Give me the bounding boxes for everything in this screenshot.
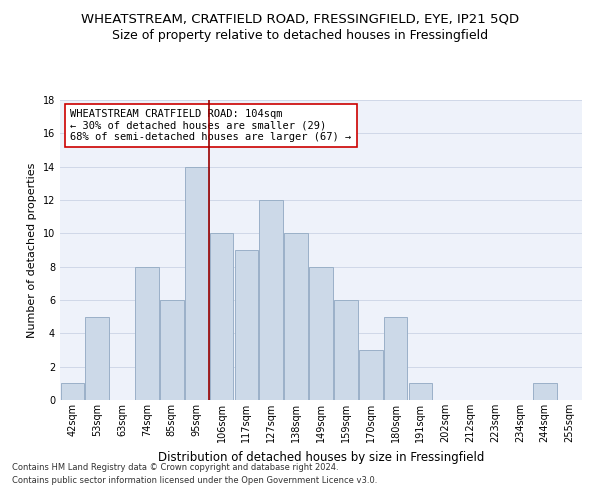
Bar bbox=[409, 384, 432, 400]
Text: Contains public sector information licensed under the Open Government Licence v3: Contains public sector information licen… bbox=[12, 476, 377, 485]
Bar bbox=[235, 250, 258, 400]
Y-axis label: Number of detached properties: Number of detached properties bbox=[27, 162, 37, 338]
Bar bbox=[210, 234, 233, 400]
Bar bbox=[135, 266, 159, 400]
Bar bbox=[85, 316, 109, 400]
Text: WHEATSTREAM CRATFIELD ROAD: 104sqm
← 30% of detached houses are smaller (29)
68%: WHEATSTREAM CRATFIELD ROAD: 104sqm ← 30%… bbox=[70, 109, 352, 142]
Bar bbox=[185, 166, 209, 400]
Bar bbox=[259, 200, 283, 400]
Bar bbox=[533, 384, 557, 400]
Bar bbox=[384, 316, 407, 400]
Bar bbox=[309, 266, 333, 400]
Text: Size of property relative to detached houses in Fressingfield: Size of property relative to detached ho… bbox=[112, 29, 488, 42]
Bar bbox=[359, 350, 383, 400]
X-axis label: Distribution of detached houses by size in Fressingfield: Distribution of detached houses by size … bbox=[158, 450, 484, 464]
Bar bbox=[334, 300, 358, 400]
Bar bbox=[284, 234, 308, 400]
Bar bbox=[61, 384, 84, 400]
Text: WHEATSTREAM, CRATFIELD ROAD, FRESSINGFIELD, EYE, IP21 5QD: WHEATSTREAM, CRATFIELD ROAD, FRESSINGFIE… bbox=[81, 12, 519, 26]
Text: Contains HM Land Registry data © Crown copyright and database right 2024.: Contains HM Land Registry data © Crown c… bbox=[12, 462, 338, 471]
Bar bbox=[160, 300, 184, 400]
